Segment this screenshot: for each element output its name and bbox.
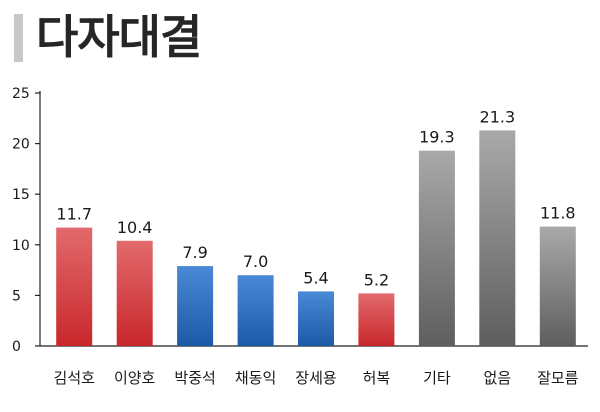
title-accent-bar: [14, 14, 23, 62]
bar-8: [479, 130, 516, 346]
bar-4: [237, 275, 274, 346]
value-label: 10.4: [117, 218, 153, 237]
category-label: 장세용: [295, 369, 336, 387]
bar-6: [358, 293, 395, 346]
page-title: 다자대결: [36, 10, 202, 64]
value-label: 5.4: [303, 268, 328, 287]
y-tick-label: 5: [12, 288, 21, 304]
y-tick-label: 0: [12, 339, 21, 355]
bar-7: [418, 150, 455, 346]
value-label: 19.3: [419, 128, 455, 147]
value-label: 11.7: [56, 205, 92, 224]
bar-2: [116, 240, 153, 346]
y-tick-label: 20: [12, 137, 30, 153]
y-axis: 0 5 10 15 20 25: [12, 86, 41, 355]
y-tick-label: 10: [12, 238, 30, 254]
bar-5: [298, 291, 334, 346]
category-label: 잘모름: [537, 369, 579, 387]
category-label: 이양호: [114, 369, 156, 387]
bar-3: [177, 266, 214, 346]
value-label: 5.2: [364, 270, 389, 289]
bars: [56, 130, 576, 346]
value-labels: 11.7 10.4 7.9 7.0 5.4 5.2 19.3 21.3 11.8: [56, 107, 575, 289]
category-labels: 김석호 이양호 박중석 채동익 장세용 허복 기타 없음 잘모름: [54, 369, 579, 387]
value-label: 11.8: [540, 204, 576, 223]
category-label: 기타: [423, 369, 451, 387]
bar-9: [539, 226, 576, 346]
value-label: 7.9: [182, 243, 207, 262]
y-tick-label: 25: [12, 86, 30, 102]
category-label: 허복: [363, 369, 391, 387]
value-label: 21.3: [480, 107, 516, 126]
y-tick-label: 15: [12, 187, 30, 203]
category-label: 김석호: [54, 369, 96, 387]
category-label: 채동익: [235, 369, 276, 387]
value-label: 7.0: [243, 252, 268, 271]
bar-1: [56, 227, 93, 346]
category-label: 박중석: [174, 369, 215, 387]
category-label: 없음: [484, 369, 512, 387]
